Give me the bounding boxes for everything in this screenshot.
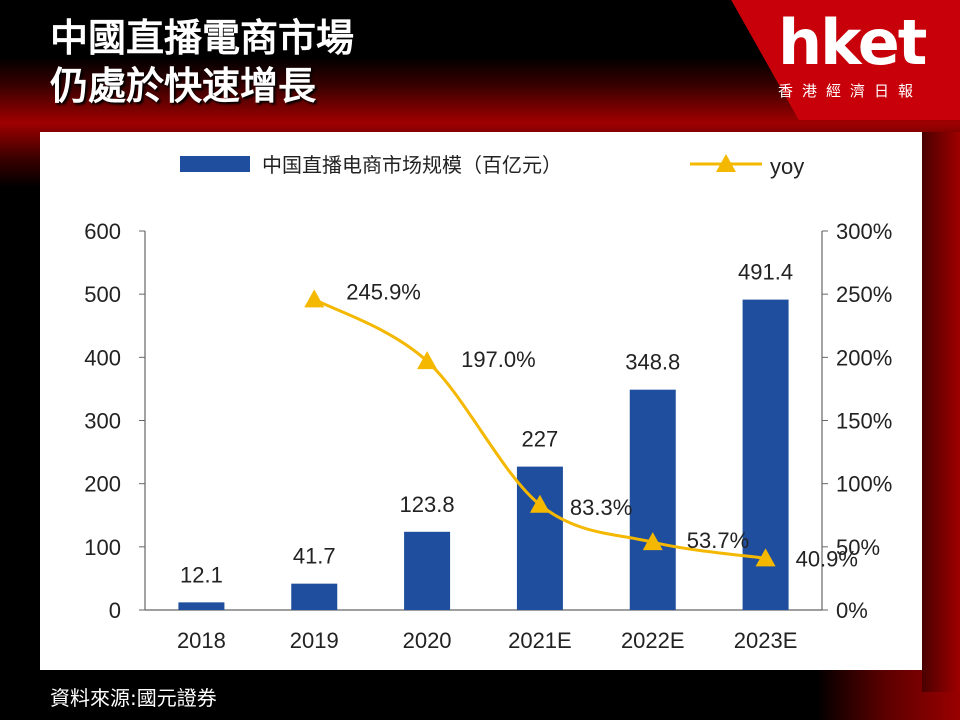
y-right-tick-label: 150% [836, 409, 892, 434]
y-left-tick-label: 600 [84, 219, 121, 244]
x-tick-label: 2019 [290, 628, 339, 653]
source-note: 資料來源:國元證券 [50, 686, 217, 710]
x-tick-label: 2021E [508, 628, 572, 653]
y-left-tick-label: 400 [84, 345, 121, 370]
bar [629, 389, 676, 610]
y-left-tick-label: 200 [84, 472, 121, 497]
yoy-marker [642, 532, 663, 551]
axes: 0 100 200 300 400 500 600 0% 50% 100% 150% 200% 250%… [84, 219, 892, 653]
hket-logo: hket [778, 6, 927, 79]
yoy-line [313, 298, 766, 560]
yoy-value-label: 197.0% [461, 347, 536, 372]
yoy-value-label: 53.7% [687, 528, 749, 553]
decor-strip [922, 132, 960, 692]
legend-swatch-bar [180, 156, 250, 172]
yoy-value-label: 40.9% [796, 546, 858, 571]
y-right-tick-label: 300% [836, 219, 892, 244]
y-right-tick-label: 250% [836, 282, 892, 307]
bar [291, 583, 338, 610]
bar [178, 602, 225, 610]
yoy-value-label: 245.9% [346, 279, 421, 304]
bar-value-label: 348.8 [625, 350, 680, 375]
x-tick-label: 2023E [734, 628, 798, 653]
x-tick-label: 2022E [621, 628, 685, 653]
y-left-tick-label: 100 [84, 535, 121, 560]
yoy-marker [529, 494, 550, 513]
x-tick-label: 2018 [177, 628, 226, 653]
yoy-marker [755, 548, 776, 567]
yoy-marker [417, 351, 438, 370]
chart-svg: 中国直播电商市场规模（百亿元） yoy 0 100 200 300 400 500 600 0%… [84, 154, 892, 653]
chart-panel: 中国直播电商市场规模（百亿元） yoy 0 100 200 300 400 500 600 0%… [40, 132, 922, 670]
y-left-tick-label: 500 [84, 282, 121, 307]
y-right-tick-label: 50% [836, 535, 880, 560]
y-left-tick-label: 0 [109, 598, 121, 623]
logo-subtitle: 香港經濟日報 [778, 82, 923, 100]
data-labels: 12.1 41.7 123.8 227 348.8 491.4 245.9% 197.0% 83… [180, 260, 858, 588]
x-tick-label: 2020 [403, 628, 452, 653]
bar [404, 531, 451, 610]
yoy-value-label: 83.3% [570, 495, 632, 520]
bar-value-label: 491.4 [738, 260, 793, 285]
bar-value-label: 12.1 [180, 562, 223, 587]
title-line-1: 中國直播電商市場 [50, 16, 355, 60]
y-left-tick-label: 300 [84, 409, 121, 434]
page-title: 中國直播電商市場 仍處於快速增長 [50, 14, 354, 110]
y-right-tick-label: 200% [836, 345, 892, 370]
bar-value-label: 123.8 [400, 492, 455, 517]
legend-marker [716, 154, 736, 172]
legend: 中国直播电商市场规模（百亿元） yoy [180, 154, 804, 179]
yoy-marker [304, 289, 325, 308]
y-right-tick-label: 100% [836, 472, 892, 497]
bar-value-label: 227 [522, 427, 559, 452]
legend-label-line: yoy [770, 154, 804, 179]
bar-value-label: 41.7 [293, 544, 336, 569]
yoy-line-group [304, 289, 776, 567]
y-right-tick-label: 0% [836, 598, 868, 623]
legend-label-bar: 中国直播电商市场规模（百亿元） [262, 154, 562, 177]
title-line-2: 仍處於快速增長 [50, 64, 317, 108]
